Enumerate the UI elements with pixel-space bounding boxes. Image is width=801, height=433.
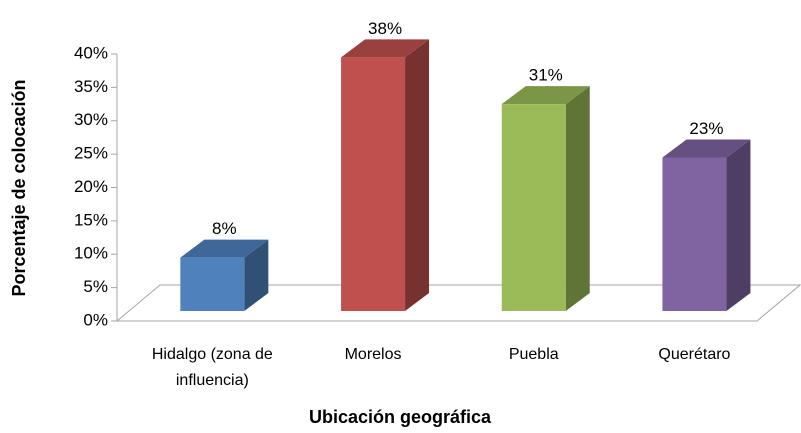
y-axis-title: Porcentaje de colocación (9, 79, 29, 296)
bar-front (662, 157, 727, 311)
bar-side (405, 39, 430, 311)
y-tick-label: 30% (74, 110, 108, 129)
bar (662, 139, 751, 311)
floor (115, 284, 801, 322)
bar-side (726, 139, 751, 311)
value-label: 23% (689, 119, 723, 138)
x-tick-label: Puebla (508, 346, 559, 363)
bar-side (244, 239, 269, 311)
y-tick-label: 10% (74, 244, 108, 263)
y-tick-label: 15% (74, 210, 108, 229)
y-tick-label: 0% (83, 310, 108, 329)
value-label: 38% (368, 19, 402, 38)
y-tick-label: 20% (74, 177, 108, 196)
bar (180, 239, 269, 311)
y-tick-label: 35% (74, 77, 108, 96)
bar-top (662, 139, 751, 158)
x-tick-label: Morelos (344, 346, 402, 363)
bar-top (501, 86, 590, 105)
value-label: 31% (529, 66, 563, 85)
bar-side (565, 86, 590, 311)
bar-top (341, 39, 430, 58)
bar-front (180, 257, 245, 311)
bar-top (180, 239, 269, 258)
x-tick-label: Querétaro (658, 346, 731, 363)
x-axis-title: Ubicación geográfica (309, 407, 492, 427)
y-tick-label: 40% (74, 43, 108, 62)
value-label: 8% (212, 219, 237, 238)
bar-front (501, 104, 566, 311)
y-tick-label: 5% (83, 277, 108, 296)
y-tick-label: 25% (74, 144, 108, 163)
bar-front (341, 57, 406, 311)
x-tick-label: Hidalgo (zona de influencia) (151, 346, 273, 389)
bar (341, 39, 430, 311)
bar (501, 86, 590, 311)
